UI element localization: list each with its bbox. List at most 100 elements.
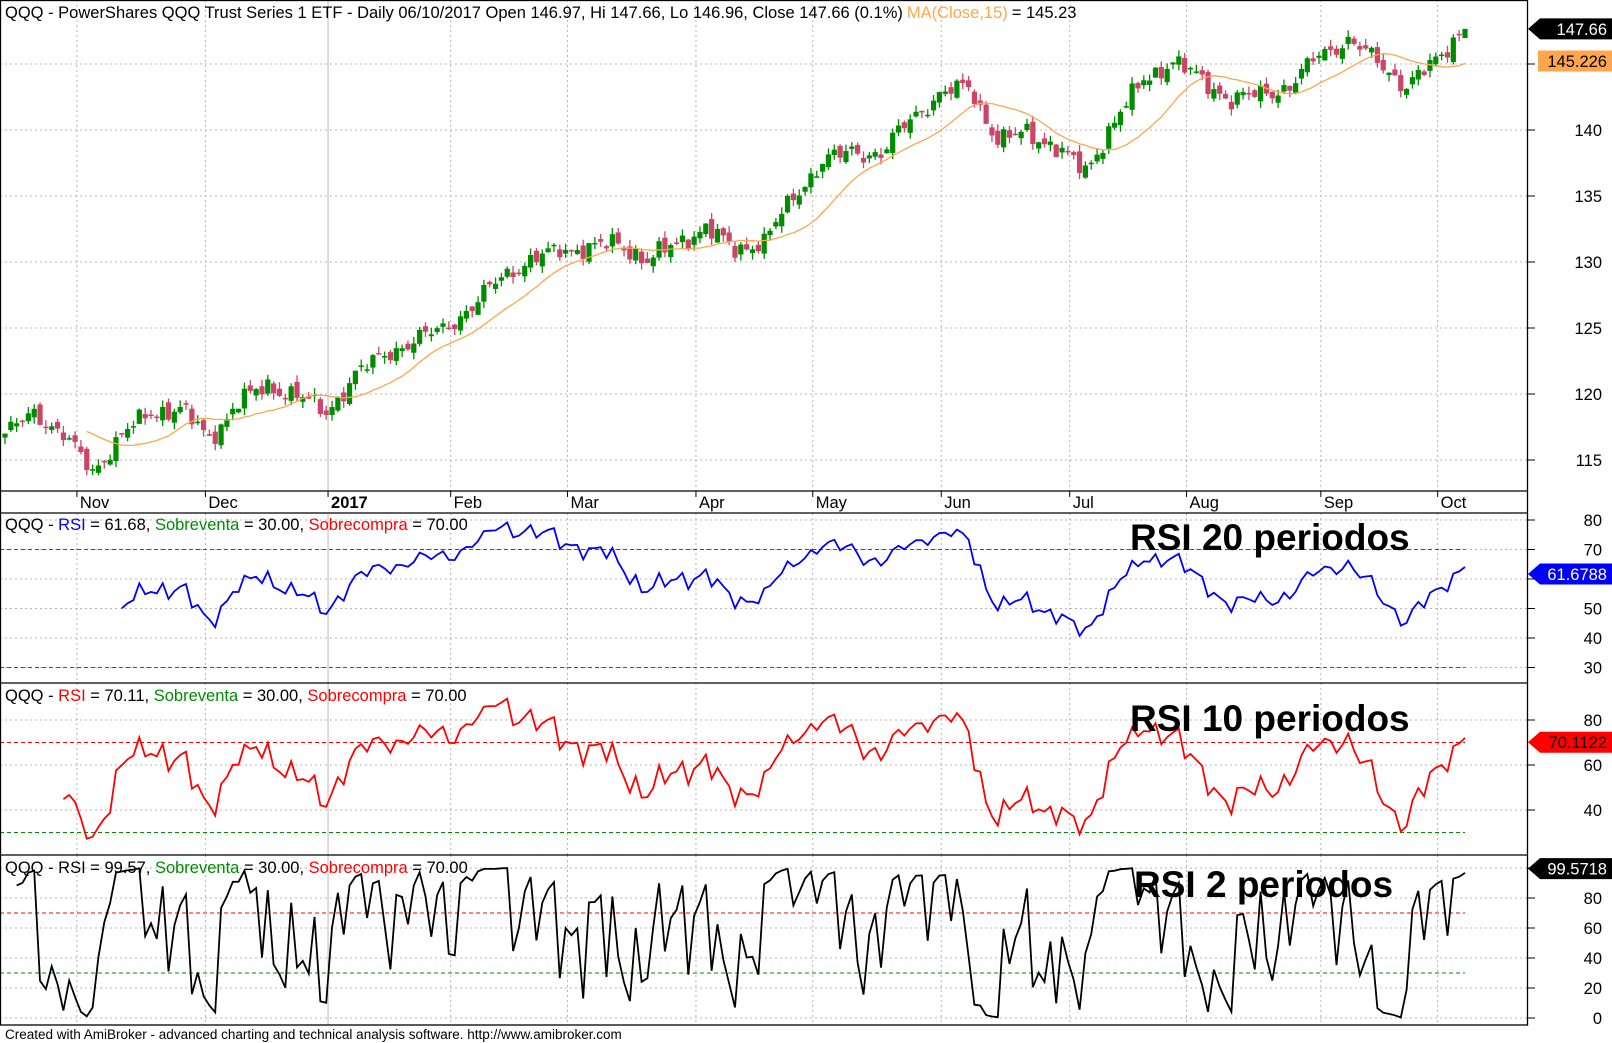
candle-up [890,132,896,153]
axis-label: 70 [1584,542,1602,560]
value-axes: Nov Dec 2017 Feb Mar Apr May Jun Jul Aug Sep Oct 115… [76,18,1612,1028]
axis-label: 140 [1574,122,1602,140]
axis-label: 115 [1576,452,1602,470]
candle-up [434,328,440,332]
candle-up [749,249,756,254]
candle-down [405,343,411,350]
candle-down [516,272,522,275]
candle-up [563,249,569,254]
candle-down [317,399,323,414]
candle-up [1345,36,1351,44]
candle-up [1059,147,1065,153]
candle-up [224,418,230,427]
candle-down [557,249,563,258]
axis-label: 80 [1584,712,1602,730]
candle-up [586,243,592,262]
rsi10-line [62,697,1466,840]
candle-up [1258,85,1264,102]
rsi10-value-box-text: 70.1122 [1549,734,1607,752]
axis-label: 0 [1593,1010,1602,1028]
candle-down [306,396,312,399]
candle-down [638,251,645,264]
candle-up [1450,37,1456,63]
candle-down [276,388,283,396]
candle-up [767,230,773,236]
axis-label: 20 [1584,980,1602,998]
candle-up [650,257,656,267]
candle-up [358,365,364,367]
candle-up [1100,152,1106,159]
candle-down [43,426,49,429]
candle-up [539,253,545,267]
candle-up [825,154,832,168]
candle-up [346,383,353,404]
axis-label: 135 [1574,188,1602,206]
candle-up [492,283,499,289]
candle-down [995,130,1001,145]
candle-up [1275,95,1281,103]
candle-up [329,407,335,415]
candle-down [54,421,61,429]
candle-up [130,426,137,428]
candle-up [440,323,446,327]
candle-up [1141,80,1147,86]
candle-up [300,397,306,402]
candle-up [1409,77,1416,85]
last-close-box [1528,18,1612,40]
rsi10-annotation: RSI 10 periodos [1130,698,1410,739]
candle-up [14,423,20,427]
candlesticks [2,28,1468,476]
candle-up [784,195,791,213]
candle-down [19,420,26,423]
candle-down [627,246,633,260]
candle-up [236,408,242,413]
candle-up [504,268,510,277]
candle-up [884,149,890,154]
candle-up [697,231,703,239]
rsi20-line [121,520,1466,638]
candle-down [674,242,680,244]
candle-up [1123,106,1129,108]
candle-up [1147,80,1153,85]
candle-up [714,228,721,243]
candle-up [352,370,358,385]
month-label: Dec [208,494,237,512]
candle-down [469,306,475,312]
candle-down [709,219,715,239]
candle-up [253,389,259,396]
candle-up [866,155,872,159]
candle-up [230,408,236,415]
candle-up [171,411,177,423]
candle-up [843,151,849,163]
candle-down [1012,133,1018,136]
axis-label: 80 [1584,512,1602,530]
ma-value-box-text: 145.226 [1547,53,1607,71]
month-label: Oct [1441,494,1467,512]
candle-up [31,408,37,418]
candle-up [1129,83,1135,110]
rsi2-legend: QQQ - RSI = 99.57, Sobreventa = 30.00, S… [5,859,468,877]
axis-label: 80 [1584,890,1602,908]
candle-down [78,446,84,453]
candle-down [1287,85,1293,91]
candle-down [452,324,458,330]
candle-down [878,154,884,158]
candle-up [8,421,14,431]
candle-down [1357,46,1363,50]
rsi2-value-box-text: 99.5718 [1547,861,1607,879]
candle-up [1117,111,1124,126]
candle-down [1310,58,1316,62]
candle-down [510,272,516,278]
candle-down [960,79,966,84]
candle-up [498,277,504,281]
candle-up [1164,68,1170,83]
candle-down [790,193,796,201]
candle-up [831,149,837,155]
candle-up [1152,67,1159,78]
axis-label: 40 [1584,802,1602,820]
candle-down [726,232,732,242]
candle-up [528,255,534,268]
candle-down [1205,72,1211,95]
month-label: Mar [570,494,599,512]
candle-down [1228,101,1234,110]
